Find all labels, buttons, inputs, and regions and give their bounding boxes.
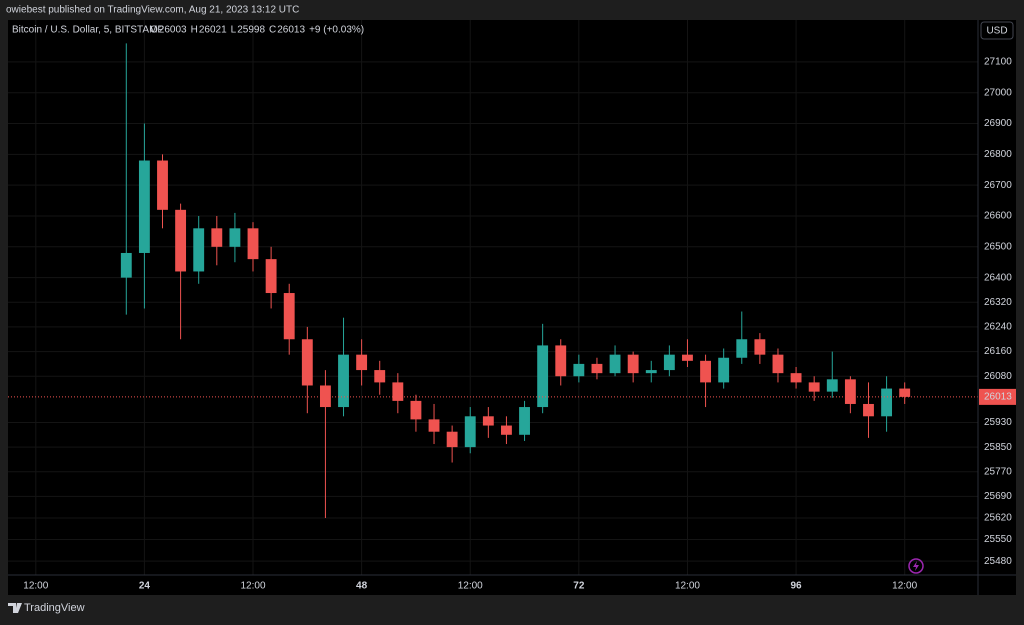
y-tick-label: 26160 bbox=[984, 346, 1012, 357]
legend-value: 26003 bbox=[159, 25, 187, 36]
y-tick-label: 27000 bbox=[984, 87, 1012, 98]
x-tick-label: 12:00 bbox=[458, 581, 483, 592]
currency-label[interactable]: USD bbox=[986, 26, 1007, 37]
header: owiebest published on TradingView.com, A… bbox=[6, 5, 299, 16]
candle-body bbox=[446, 431, 458, 448]
candle-body bbox=[591, 363, 603, 374]
candle-body bbox=[229, 228, 241, 247]
legend: O 26003 H 26021 L 25998 C 26013 +9 (+0.03%) bbox=[150, 25, 364, 36]
candle-body bbox=[826, 379, 838, 392]
candle-body bbox=[844, 379, 856, 404]
candle-body bbox=[211, 228, 223, 247]
candle-body bbox=[157, 160, 168, 210]
x-tick-label: 72 bbox=[573, 581, 585, 592]
y-tick-label: 25770 bbox=[984, 466, 1012, 477]
y-tick-label: 26320 bbox=[984, 297, 1012, 308]
legend-key: O bbox=[150, 25, 158, 36]
candle-body bbox=[464, 416, 476, 448]
x-tick-label: 12:00 bbox=[23, 581, 48, 592]
candle-body bbox=[338, 354, 349, 408]
candle-body bbox=[120, 252, 132, 278]
candle-body bbox=[573, 363, 585, 377]
candle-body bbox=[718, 357, 730, 383]
candle-body bbox=[899, 388, 911, 397]
y-tick-label: 25480 bbox=[984, 556, 1012, 567]
candle-body bbox=[247, 228, 259, 260]
candle-body bbox=[283, 293, 295, 340]
x-tick-label: 24 bbox=[139, 581, 151, 592]
candle-body bbox=[609, 354, 621, 374]
last-price-box bbox=[979, 388, 1016, 405]
candle-body bbox=[356, 354, 368, 371]
candle-body bbox=[645, 370, 657, 374]
legend-key: H bbox=[191, 25, 198, 36]
footer: TradingView bbox=[24, 602, 85, 614]
candle-body bbox=[700, 360, 711, 383]
candle-body bbox=[501, 425, 512, 435]
y-tick-label: 25620 bbox=[984, 513, 1012, 524]
candle-body bbox=[881, 388, 893, 417]
candle-body bbox=[175, 209, 187, 272]
legend-key: C bbox=[269, 25, 276, 36]
candle-body bbox=[808, 382, 820, 392]
y-tick-label: 26800 bbox=[984, 149, 1012, 160]
x-tick-label: 12:00 bbox=[240, 581, 265, 592]
candle-body bbox=[772, 354, 784, 374]
x-tick-label: 12:00 bbox=[675, 581, 700, 592]
y-tick-label: 26600 bbox=[984, 211, 1012, 222]
legend-name: Bitcoin / U.S. Dollar, 5, BITSTAMP bbox=[12, 25, 164, 36]
chart-panel bbox=[8, 20, 1016, 595]
candle-body bbox=[392, 382, 404, 401]
candle-body bbox=[410, 400, 422, 420]
legend-key: L bbox=[231, 25, 237, 36]
x-tick-label: 96 bbox=[791, 581, 803, 592]
y-tick-label: 26700 bbox=[984, 180, 1012, 191]
y-tick-label: 25930 bbox=[984, 417, 1012, 428]
plot bbox=[8, 20, 978, 575]
candle-body bbox=[193, 228, 205, 272]
legend-change: +9 (+0.03%) bbox=[309, 25, 364, 36]
y-tick-label: 25550 bbox=[984, 534, 1012, 545]
y-tick-label: 26900 bbox=[984, 118, 1012, 129]
y-tick-label: 27100 bbox=[984, 57, 1012, 68]
lightning-bolt bbox=[913, 561, 919, 571]
currency-button[interactable] bbox=[980, 21, 1014, 40]
tv-logo bbox=[8, 603, 22, 613]
lightning-icon[interactable] bbox=[908, 558, 924, 574]
legend-value: 26013 bbox=[277, 25, 305, 36]
candle-body bbox=[301, 339, 313, 386]
candle-body bbox=[265, 259, 277, 294]
y-tick-label: 25690 bbox=[984, 491, 1012, 502]
candle-body bbox=[736, 339, 748, 358]
candle-body bbox=[754, 339, 766, 355]
candle-body bbox=[319, 385, 331, 408]
legend-value: 26021 bbox=[199, 25, 227, 36]
y-tick-label: 26400 bbox=[984, 272, 1012, 283]
x-tick-label: 12:00 bbox=[892, 581, 917, 592]
x-tick-label: 48 bbox=[356, 581, 368, 592]
last-price-label: 26013 bbox=[984, 392, 1012, 403]
candle-body bbox=[138, 160, 150, 253]
candle-body bbox=[682, 354, 693, 361]
candle-body bbox=[555, 345, 567, 377]
candle-body bbox=[863, 403, 874, 417]
candle-body bbox=[627, 354, 639, 374]
candle-body bbox=[482, 416, 494, 426]
candle-body bbox=[428, 419, 440, 432]
candle-body bbox=[663, 354, 675, 371]
y-tick-label: 26500 bbox=[984, 241, 1012, 252]
candle-body bbox=[790, 373, 802, 383]
candle-body bbox=[374, 370, 386, 383]
candle-body bbox=[537, 345, 549, 408]
legend-value: 25998 bbox=[237, 25, 265, 36]
y-tick-label: 25850 bbox=[984, 442, 1012, 453]
candle-body bbox=[519, 407, 530, 435]
y-tick-label: 26080 bbox=[984, 371, 1012, 382]
y-tick-label: 26240 bbox=[984, 322, 1012, 333]
